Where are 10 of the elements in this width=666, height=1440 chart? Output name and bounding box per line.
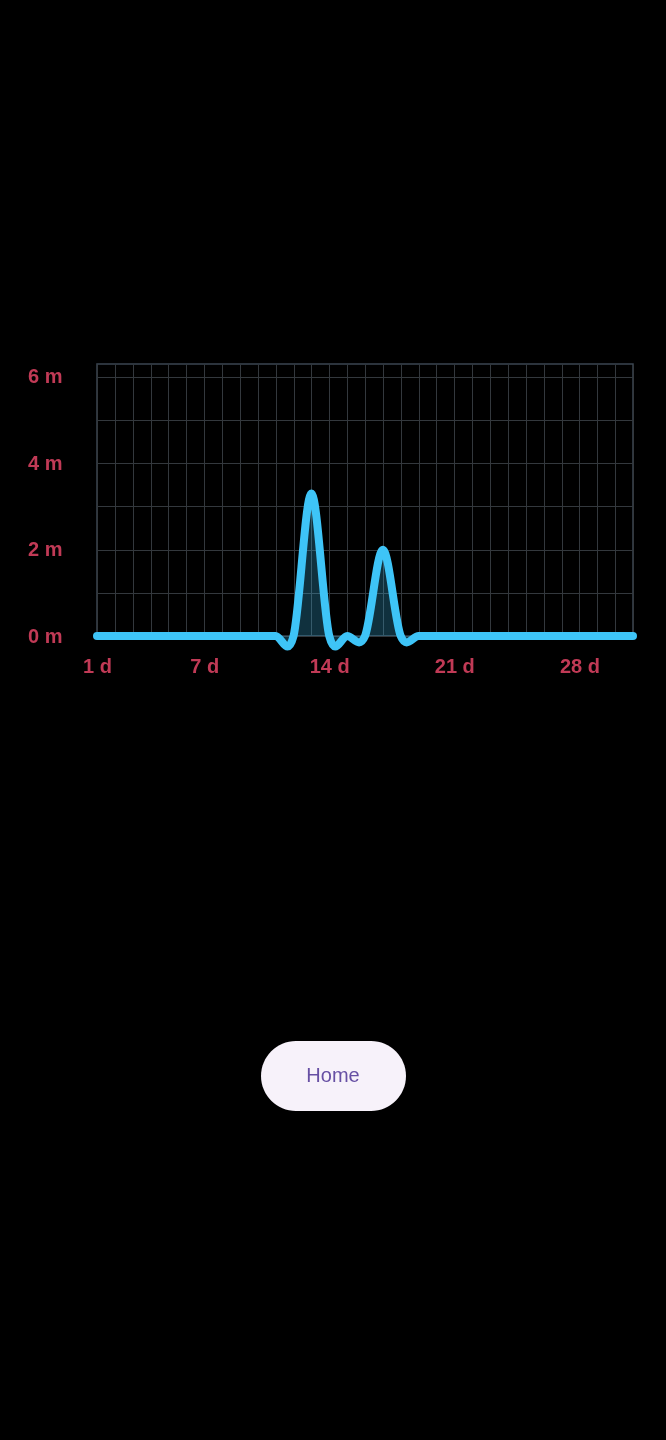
x-tick-label: 28 d — [559, 654, 600, 677]
text: Home — [306, 1064, 360, 1086]
y-tick-label: 0 m — [28, 624, 63, 647]
x-tick-label: 21 d — [434, 654, 475, 677]
y-tick-label: 2 m — [28, 538, 63, 561]
x-tick-label: 7 d — [190, 654, 220, 677]
y-tick-label: 6 m — [28, 365, 63, 388]
x-tick-label: 14 d — [309, 654, 350, 677]
y-tick-label: 4 m — [28, 451, 63, 474]
x-tick-label: 1 d — [83, 654, 112, 677]
